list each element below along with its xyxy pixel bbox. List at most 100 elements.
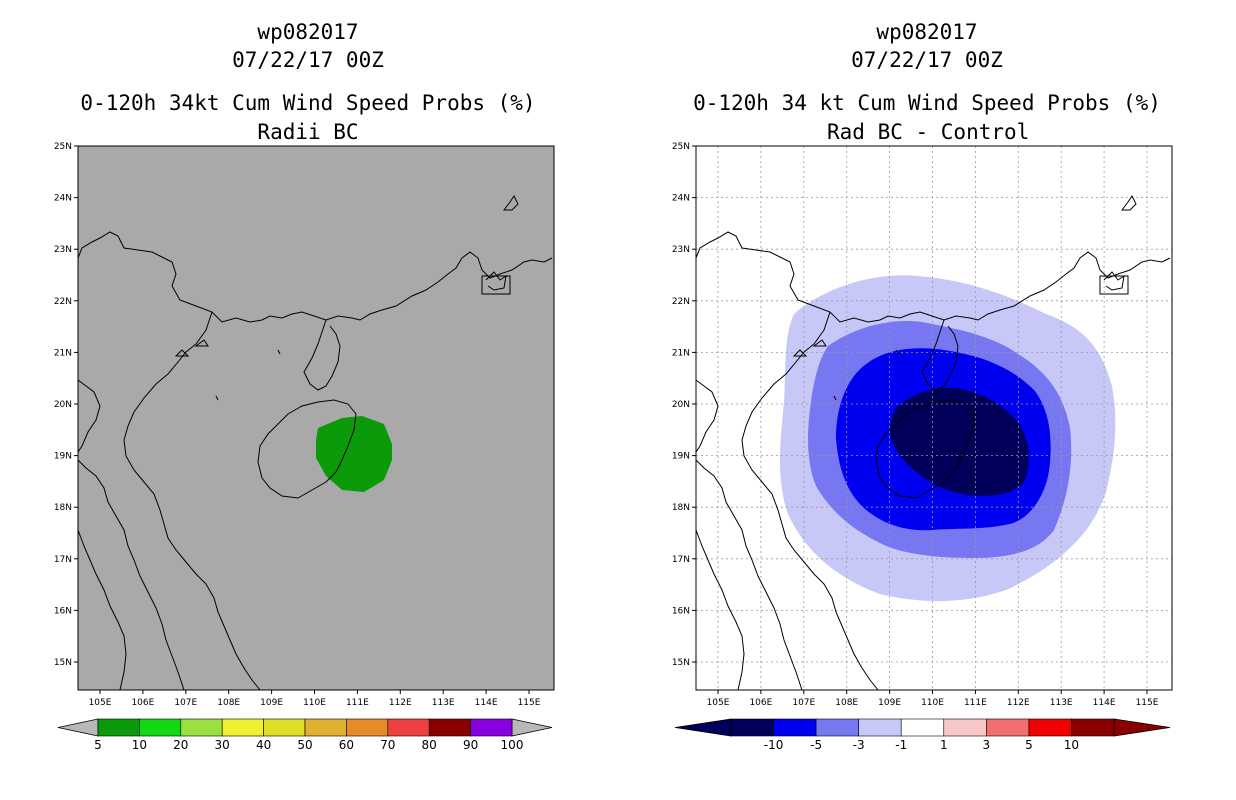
left-lon-label: 115E (518, 698, 541, 708)
left-map-frame (77, 145, 555, 691)
right-colorbar-swatch (900, 718, 945, 737)
right-colorbar-label: 5 (1025, 738, 1033, 752)
right-lat-label: 20N (672, 400, 690, 410)
left-lon-label: 106E (131, 698, 154, 708)
right-lon-label: 106E (749, 698, 772, 708)
right-colorbar: -10 -5 -3 -1 1 3 5 10 (674, 718, 1171, 752)
right-subtitle: Rad BC - Control (827, 120, 1030, 144)
left-colorbar-label: 50 (297, 738, 312, 752)
right-colorbar-label: -5 (810, 738, 822, 752)
left-colorbar-label: 80 (422, 738, 437, 752)
left-colorbar-swatch (304, 718, 347, 737)
right-colorbar-swatch (730, 718, 774, 737)
left-lon-label: 108E (217, 698, 240, 708)
left-colorbar-arrow-high (511, 718, 553, 737)
right-colorbar-swatch (858, 718, 902, 737)
right-colorbar-label: -1 (895, 738, 907, 752)
right-colorbar-swatch (1071, 718, 1115, 737)
left-lon-label: 105E (89, 698, 112, 708)
right-lon-label: 114E (1093, 698, 1116, 708)
right-lon-label: 115E (1136, 698, 1159, 708)
left-lon-label: 113E (432, 698, 455, 708)
right-lat-label: 21N (672, 348, 690, 358)
left-colorbar-label: 30 (215, 738, 230, 752)
right-lon-label: 107E (792, 698, 815, 708)
right-colorbar-label: 1 (940, 738, 948, 752)
right-lon-label: 105E (707, 698, 730, 708)
right-colorbar-swatch (773, 718, 817, 737)
right-lat-labels: 25N 24N 23N 22N 21N 20N 19N 18N 17N 16N 15N (672, 142, 696, 668)
left-lon-label: 111E (346, 698, 369, 708)
right-lat-label: 18N (672, 503, 690, 513)
left-colorbar-swatch (470, 718, 513, 737)
right-lon-label: 110E (921, 698, 944, 708)
left-lon-label: 107E (174, 698, 197, 708)
right-lat-label: 24N (672, 194, 690, 204)
right-datetime: 07/22/17 00Z (851, 48, 1003, 72)
left-colorbar-swatch (387, 718, 430, 737)
left-colorbar-label: 20 (173, 738, 188, 752)
left-product-title: 0-120h 34kt Cum Wind Speed Probs (%) (80, 91, 536, 115)
right-colorbar-swatch (815, 718, 859, 737)
left-lon-label: 109E (260, 698, 283, 708)
right-colorbar-label: 3 (983, 738, 991, 752)
left-lat-label: 21N (54, 348, 72, 358)
right-lat-label: 25N (672, 142, 690, 152)
right-lat-label: 23N (672, 245, 690, 255)
left-colorbar-swatch (346, 718, 389, 737)
right-grid (696, 146, 1172, 690)
left-lat-label: 22N (54, 297, 72, 307)
right-colorbar-swatch (1028, 718, 1072, 737)
left-map-background (78, 146, 554, 690)
left-lon-label: 114E (475, 698, 498, 708)
left-lat-label: 25N (54, 142, 72, 152)
left-lon-label: 110E (303, 698, 326, 708)
left-colorbar-label: 90 (463, 738, 478, 752)
right-lon-label: 111E (964, 698, 987, 708)
right-lat-label: 15N (672, 658, 690, 668)
right-colorbar-label: 10 (1064, 738, 1079, 752)
right-lat-label: 19N (672, 452, 690, 462)
left-lat-label: 23N (54, 245, 72, 255)
left-colorbar: 5 10 20 30 40 50 60 70 80 90 100 (57, 718, 553, 752)
right-colorbar-arrow-high (1113, 718, 1171, 737)
left-lon-labels: 105E 106E 107E 108E 109E 110E 111E 112E 113E 114E… (89, 690, 541, 708)
left-colorbar-label: 40 (256, 738, 271, 752)
left-colorbar-swatch (263, 718, 306, 737)
left-colorbar-swatch (180, 718, 223, 737)
left-lat-label: 20N (54, 400, 72, 410)
left-colorbar-label: 70 (380, 738, 395, 752)
right-lat-label: 17N (672, 555, 690, 565)
right-lon-label: 113E (1050, 698, 1073, 708)
right-level-10-area (890, 387, 1029, 496)
left-colorbar-label: 60 (339, 738, 354, 752)
right-colorbar-label: -3 (853, 738, 865, 752)
left-colorbar-swatch (428, 718, 471, 737)
right-colorbar-arrow-low (674, 718, 732, 737)
left-storm-id: wp082017 (257, 20, 359, 44)
left-lat-label: 24N (54, 194, 72, 204)
right-product-title: 0-120h 34 kt Cum Wind Speed Probs (%) (693, 91, 1161, 115)
left-lat-label: 17N (54, 555, 72, 565)
left-colorbar-arrow-low (57, 718, 99, 737)
left-colorbar-label: 100 (501, 738, 524, 752)
left-lon-label: 112E (389, 698, 412, 708)
left-colorbar-swatch (97, 718, 140, 737)
left-colorbar-label: 5 (94, 738, 102, 752)
right-lon-labels: 105E 106E 107E 108E 109E 110E 111E 112E 113E 114E… (707, 690, 1159, 708)
right-map-frame (695, 145, 1173, 691)
left-colorbar-swatch (221, 718, 264, 737)
left-lat-label: 19N (54, 452, 72, 462)
left-datetime: 07/22/17 00Z (232, 48, 384, 72)
right-colorbar-swatch (986, 718, 1030, 737)
right-colorbar-swatch (943, 718, 987, 737)
right-lon-label: 108E (835, 698, 858, 708)
right-lon-label: 109E (878, 698, 901, 708)
left-lat-label: 16N (54, 606, 72, 616)
right-lat-label: 22N (672, 297, 690, 307)
right-lon-label: 112E (1007, 698, 1030, 708)
left-subtitle: Radii BC (257, 120, 359, 144)
